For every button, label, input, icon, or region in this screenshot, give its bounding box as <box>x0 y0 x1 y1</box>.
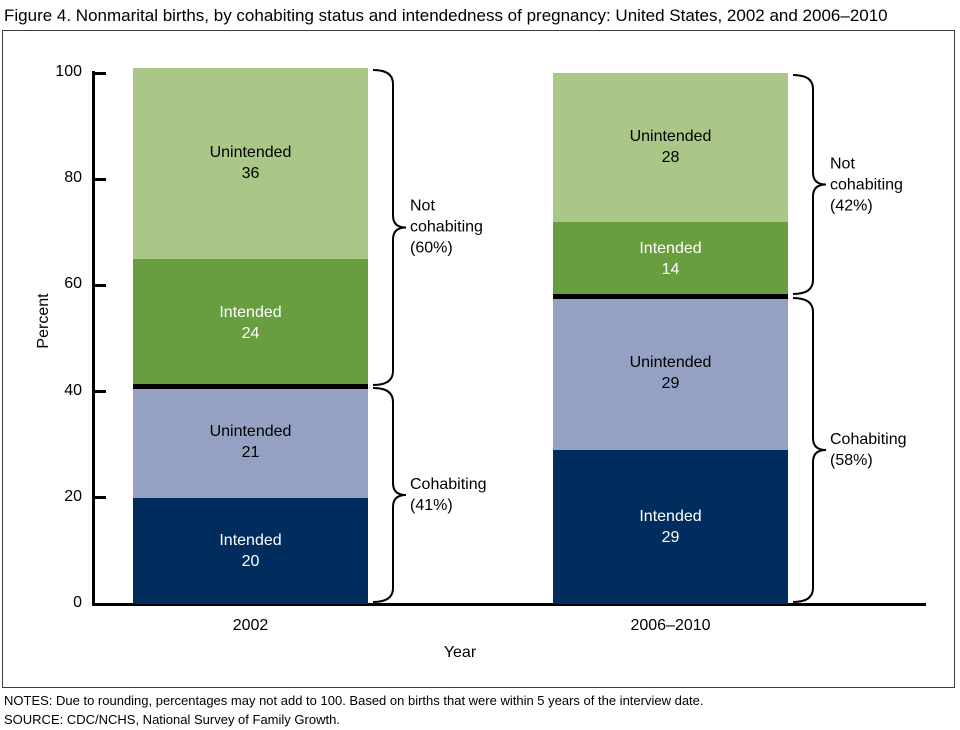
group-annotation-percent: (42%) <box>830 197 873 214</box>
y-tick-mark <box>95 71 106 75</box>
bar-segment-label: Intended <box>639 507 702 525</box>
bar-segment: Unintended 36 <box>133 67 368 259</box>
cohabiting-divider <box>553 293 788 299</box>
bar-segment-label: Unintended <box>629 128 712 146</box>
y-tick-mark <box>95 177 106 181</box>
bar-segment-value: 21 <box>241 444 260 462</box>
group-annotation: Cohabiting (58%) <box>830 429 907 471</box>
y-tick-label: 0 <box>73 594 82 611</box>
bar-segment-label: Intended <box>639 239 702 257</box>
y-tick-label: 100 <box>55 63 82 80</box>
group-annotation-name: Cohabiting <box>410 476 487 494</box>
x-axis-line <box>92 603 926 606</box>
y-tick-label: 60 <box>64 275 82 293</box>
bar-segment-value: 14 <box>661 260 680 278</box>
bar-segment-label: Unintended <box>629 354 712 371</box>
group-brace <box>792 74 827 295</box>
bar-segment-value: 29 <box>661 375 680 392</box>
group-annotation-percent: (60%) <box>410 239 453 257</box>
chart-notes: NOTES: Due to rounding, percentages may … <box>4 693 704 708</box>
y-tick-label: 40 <box>64 381 82 399</box>
bar-segment: Unintended 21 <box>133 386 368 498</box>
group-annotation-name: Not cohabiting <box>410 197 483 236</box>
notes-block: NOTES: Due to rounding, percentages may … <box>4 692 954 729</box>
x-category-label: 2006–2010 <box>630 617 711 634</box>
bar-segment-value: 24 <box>241 324 260 342</box>
bar-segment-value: 28 <box>661 149 680 167</box>
bar-segment-label: Unintended <box>209 144 292 162</box>
bar-segment: Intended 20 <box>133 497 368 604</box>
group-annotation-name: Not cohabiting <box>830 155 903 193</box>
y-tick-mark <box>95 390 106 394</box>
y-tick-mark <box>95 496 106 500</box>
figure-title: Figure 4. Nonmarital births, by cohabiti… <box>4 6 888 25</box>
group-annotation-percent: (58%) <box>830 452 873 469</box>
y-axis-title: Percent <box>35 293 52 349</box>
bar-segment-value: 36 <box>241 165 260 183</box>
y-axis-line <box>92 71 95 606</box>
bar-segment: Unintended 29 <box>553 296 788 450</box>
cohabiting-divider <box>133 383 368 389</box>
bar-segment: Unintended 28 <box>553 73 788 222</box>
chart-source: SOURCE: CDC/NCHS, National Survey of Fam… <box>4 711 340 727</box>
y-tick-mark <box>95 283 106 287</box>
group-annotation-percent: (41%) <box>410 497 453 515</box>
bar-segment-label: Intended <box>219 303 282 321</box>
y-tick-label: 20 <box>64 487 82 505</box>
bar-segment: Intended 14 <box>553 221 788 296</box>
bar-segment: Intended 29 <box>553 450 788 604</box>
group-annotation: Cohabiting (41%) <box>410 474 487 516</box>
x-axis-title: Year <box>443 644 477 661</box>
group-annotation-name: Cohabiting <box>830 431 907 448</box>
group-brace <box>372 68 407 386</box>
bar-segment: Intended 24 <box>133 258 368 387</box>
group-annotation: Not cohabiting (60%) <box>410 195 496 258</box>
x-category-label: 2002 <box>232 617 269 634</box>
group-brace <box>372 387 407 604</box>
bar-segment-value: 20 <box>241 552 260 570</box>
group-annotation: Not cohabiting (42%) <box>830 153 916 216</box>
bar-segment-label: Intended <box>219 531 282 549</box>
y-tick-label: 80 <box>64 169 82 187</box>
group-brace <box>792 297 827 604</box>
bar-segment-label: Unintended <box>209 423 292 441</box>
bar-segment-value: 29 <box>661 528 680 546</box>
